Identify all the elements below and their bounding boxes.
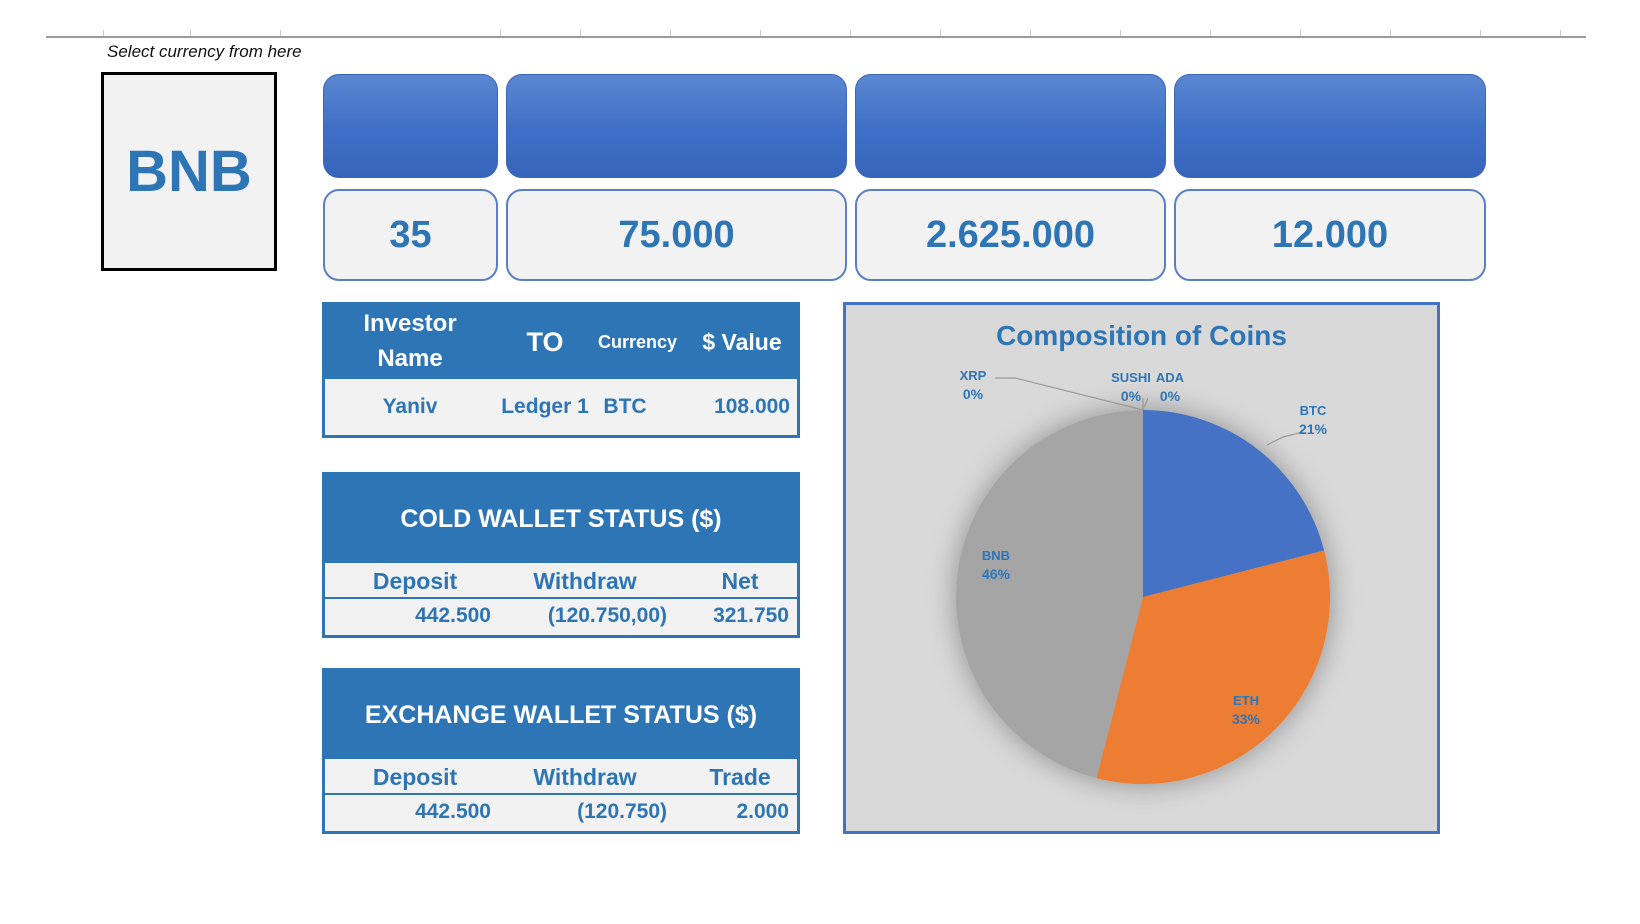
- exchange-wallet-values: 442.500 (120.750) 2.000: [325, 795, 797, 831]
- pie-slice-btc[interactable]: [1143, 410, 1325, 597]
- kpi-value-2: 75.000: [506, 189, 847, 281]
- exchange-header-deposit: Deposit: [372, 763, 458, 790]
- kpi-header-4: [1174, 74, 1486, 178]
- ruler-tick: [1030, 30, 1031, 36]
- ruler-tick: [1300, 30, 1301, 36]
- header-investor-name: Investor Name: [363, 310, 457, 372]
- pie-label-bnb-name: BNB: [982, 548, 1010, 563]
- pie-slice-eth[interactable]: [1096, 550, 1330, 784]
- exchange-trade: 2.000: [736, 800, 789, 823]
- sheet-top-border: [46, 36, 1586, 38]
- currency-selector[interactable]: BNB: [101, 72, 277, 271]
- pie-label-xrp-percent: 0%: [963, 386, 984, 402]
- pie-label-ada-percent: 0%: [1160, 388, 1181, 404]
- investor-to: Ledger 1: [501, 395, 589, 418]
- ruler-tick: [1560, 30, 1561, 36]
- cold-net: 321.750: [713, 604, 789, 627]
- header-to: TO: [526, 326, 564, 357]
- cold-wallet-table: COLD WALLET STATUS ($) Deposit Withdraw …: [322, 472, 800, 638]
- ruler-tick: [670, 30, 671, 36]
- exchange-deposit: 442.500: [415, 800, 491, 823]
- pie-label-xrp-name: XRP: [960, 368, 987, 383]
- exchange-header-withdraw: Withdraw: [533, 763, 637, 790]
- investor-value: 108.000: [714, 395, 790, 418]
- pie-label-btc-percent: 21%: [1299, 421, 1328, 437]
- currency-hint: Select currency from here: [107, 42, 302, 61]
- pie-chart-svg: BTC 21% ETH 33% BNB 46% XRP 0% SUSHI 0% ADA 0%: [956, 368, 1330, 784]
- exchange-withdraw: (120.750): [577, 800, 667, 823]
- kpi-value-4: 12.000: [1174, 189, 1486, 281]
- pie-label-btc-name: BTC: [1300, 403, 1327, 418]
- ruler-tick: [1390, 30, 1391, 36]
- pie-label-ada-name: ADA: [1156, 370, 1185, 385]
- exchange-wallet-headers: Deposit Withdraw Trade: [325, 759, 797, 795]
- kpi-header-2: [506, 74, 847, 178]
- ruler-tick: [1210, 30, 1211, 36]
- cold-header-deposit: Deposit: [372, 567, 458, 594]
- ruler-tick: [500, 30, 501, 36]
- exchange-wallet-title: EXCHANGE WALLET STATUS ($): [325, 671, 797, 759]
- ruler-tick: [760, 30, 761, 36]
- ruler-tick: [280, 30, 281, 36]
- ruler-tick: [850, 30, 851, 36]
- kpi-header-1: [323, 74, 498, 178]
- investor-row: Yaniv Ledger 1 BTC 108.000: [325, 379, 797, 435]
- ruler-tick: [103, 30, 104, 36]
- pie-label-eth-percent: 33%: [1232, 711, 1261, 727]
- ruler-tick: [1480, 30, 1481, 36]
- pie-label-eth-name: ETH: [1233, 693, 1259, 708]
- investor-table: Investor Name TO Currency $ Value Yaniv …: [322, 302, 800, 438]
- header-dollar-value: $ Value: [702, 328, 782, 355]
- cold-withdraw: (120.750,00): [547, 604, 667, 627]
- ruler-tick: [580, 30, 581, 36]
- pie-leader-line-xrp: [995, 377, 1144, 411]
- kpi-value-3: 2.625.000: [855, 189, 1166, 281]
- ruler-tick: [1120, 30, 1121, 36]
- pie-label-bnb-percent: 46%: [982, 566, 1011, 582]
- cold-wallet-values: 442.500 (120.750,00) 321.750: [325, 599, 797, 635]
- cold-header-net: Net: [721, 567, 759, 594]
- cold-wallet-title: COLD WALLET STATUS ($): [325, 475, 797, 563]
- header-currency: Currency: [597, 331, 678, 352]
- investor-table-header: Investor Name TO Currency $ Value: [325, 305, 797, 379]
- investor-name: Yaniv: [382, 395, 438, 418]
- kpi-value-1: 35: [323, 189, 498, 281]
- pie-leader-line-ada: [1142, 397, 1149, 411]
- ruler-tick: [940, 30, 941, 36]
- cold-deposit: 442.500: [415, 604, 491, 627]
- ruler-tick: [190, 30, 191, 36]
- pie-label-sushi-name: SUSHI: [1111, 370, 1151, 385]
- investor-currency: BTC: [603, 395, 647, 418]
- kpi-header-3: [855, 74, 1166, 178]
- pie-label-sushi-percent: 0%: [1121, 388, 1142, 404]
- chart-title: Composition of Coins: [996, 320, 1287, 351]
- pie-leader-line-btc: [1266, 431, 1304, 446]
- pie-slice-bnb[interactable]: [956, 410, 1143, 779]
- exchange-header-trade: Trade: [709, 763, 771, 790]
- exchange-wallet-table: EXCHANGE WALLET STATUS ($) Deposit Withd…: [322, 668, 800, 834]
- cold-wallet-headers: Deposit Withdraw Net: [325, 563, 797, 599]
- cold-header-withdraw: Withdraw: [533, 567, 637, 594]
